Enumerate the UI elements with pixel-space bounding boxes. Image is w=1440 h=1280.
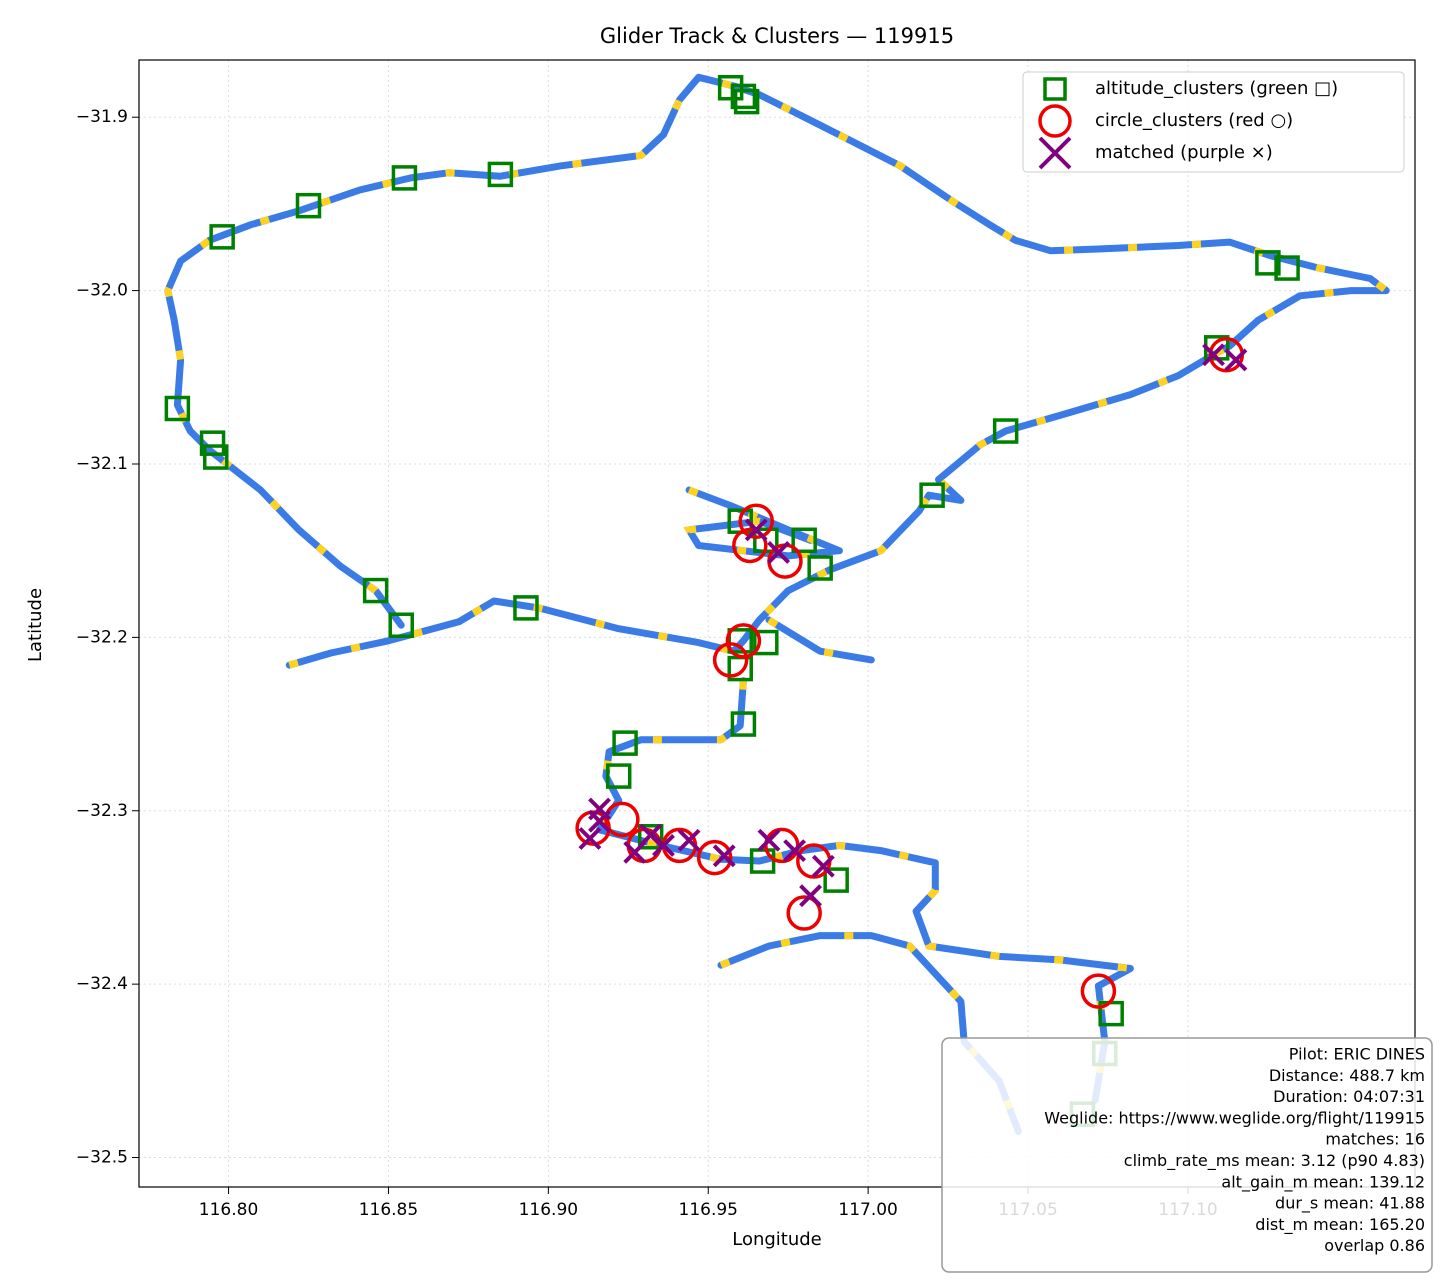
altitude-cluster xyxy=(733,88,760,115)
altitude-cluster xyxy=(1274,255,1300,281)
altitude-cluster xyxy=(717,74,744,101)
matched-point xyxy=(799,884,822,908)
info-frame xyxy=(941,1037,1433,1273)
circle-cluster xyxy=(738,503,774,539)
info-line: matches: 16 xyxy=(1325,1130,1425,1149)
info-box: Pilot: ERIC DINES Distance: 488.7 km Durat… xyxy=(941,1037,1433,1273)
matched-point xyxy=(783,839,807,863)
matched-point xyxy=(1202,343,1225,367)
circle-cluster xyxy=(696,839,733,876)
matched-point xyxy=(712,844,736,868)
altitude-cluster xyxy=(612,730,638,756)
info-line: climb_rate_ms mean: 3.12 (p90 4.83) xyxy=(1124,1151,1425,1171)
circle-cluster xyxy=(712,642,749,678)
info-line: dur_s mean: 41.88 xyxy=(1275,1194,1425,1214)
circle-cluster xyxy=(604,801,640,838)
matched-point xyxy=(744,518,768,542)
info-line: Duration: 04:07:31 xyxy=(1273,1087,1425,1106)
altitude-cluster xyxy=(791,527,817,554)
track-line xyxy=(164,73,1390,1135)
legend-marker xyxy=(1038,136,1072,170)
x-tick-label: 116.90 xyxy=(519,1200,578,1220)
legend-marker xyxy=(1043,77,1067,101)
info-line: overlap 0.86 xyxy=(1324,1236,1425,1255)
altitude-cluster xyxy=(730,711,757,737)
altitude-cluster xyxy=(487,161,514,188)
altitude-cluster xyxy=(209,224,235,250)
altitude-cluster xyxy=(164,395,191,422)
y-tick-label: −32.0 xyxy=(76,281,128,301)
info-line: Pilot: ERIC DINES xyxy=(1289,1045,1425,1064)
circle-cluster xyxy=(1080,973,1117,1009)
y-tick-label: −32.5 xyxy=(76,1148,128,1168)
altitude-cluster xyxy=(388,612,414,638)
altitude-cluster xyxy=(362,577,389,604)
matched-point xyxy=(677,828,701,852)
circle-cluster xyxy=(725,623,762,659)
altitude-cluster xyxy=(919,482,945,508)
axes: 116.80116.85116.90116.95117.00117.05117.… xyxy=(76,107,1218,1220)
x-tick-label: 116.85 xyxy=(359,1200,418,1220)
y-axis-label: Latitude xyxy=(25,588,46,662)
altitude-cluster xyxy=(730,83,757,110)
altitude-cluster xyxy=(992,418,1019,444)
altitude-cluster xyxy=(753,629,779,656)
matched-point xyxy=(1224,348,1248,372)
y-tick-label: −31.9 xyxy=(76,107,128,127)
altitude-cluster xyxy=(823,867,849,893)
x-tick-label: 116.80 xyxy=(199,1200,258,1220)
axes-frame xyxy=(138,59,1416,1188)
matched-point xyxy=(811,854,835,878)
matched-point xyxy=(767,540,791,564)
legend-label: altitude_clusters (green □) xyxy=(1095,78,1338,99)
altitude-cluster xyxy=(807,555,833,581)
legend-label: circle_clusters (red ○) xyxy=(1095,110,1293,131)
altitude-cluster xyxy=(203,444,229,470)
y-tick-label: −32.4 xyxy=(76,974,128,994)
info-line: alt_gain_m mean: 139.12 xyxy=(1221,1172,1425,1192)
altitude-cluster xyxy=(605,763,632,789)
chart-title: Glider Track & Clusters — 119915 xyxy=(600,24,954,48)
info-line: dist_m mean: 165.20 xyxy=(1255,1215,1425,1235)
altitude-cluster xyxy=(513,595,539,621)
matched-point xyxy=(757,828,781,852)
altitude-cluster xyxy=(199,430,226,456)
altitude-cluster xyxy=(727,628,753,654)
altitude-cluster xyxy=(1255,250,1281,276)
matched-point xyxy=(578,827,602,850)
legend-label: matched (purple ×) xyxy=(1095,142,1273,163)
matched-point xyxy=(639,823,663,847)
y-tick-label: −32.1 xyxy=(76,454,128,474)
matched-point xyxy=(588,797,611,821)
altitude-cluster xyxy=(637,824,664,850)
altitude-cluster xyxy=(295,192,322,219)
info-line: Distance: 488.7 km xyxy=(1269,1066,1425,1085)
x-tick-label: 116.95 xyxy=(679,1200,738,1220)
info-line: Weglide: https://www.weglide.org/flight/… xyxy=(1044,1108,1425,1127)
x-axis-label: Longitude xyxy=(732,1229,822,1250)
altitude-cluster xyxy=(391,165,418,191)
y-tick-label: −32.3 xyxy=(76,801,128,821)
track-highlight xyxy=(164,73,1397,1133)
x-tick-label: 117.00 xyxy=(838,1200,897,1220)
legend-marker xyxy=(1038,104,1072,138)
plot-area xyxy=(164,73,1397,1135)
legend-frame xyxy=(1022,71,1405,173)
legend: altitude_clusters (green □) circle_cluste… xyxy=(1022,71,1405,173)
circle-cluster xyxy=(732,527,768,564)
y-tick-label: −32.2 xyxy=(76,627,128,647)
circle-cluster xyxy=(786,895,822,931)
